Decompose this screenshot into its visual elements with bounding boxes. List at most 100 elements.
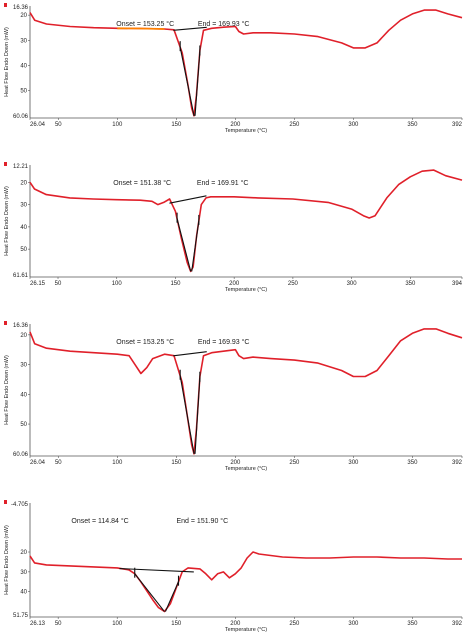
baseline-tangent xyxy=(173,26,207,31)
dsc-panel-2: 12.21 61.61 20 30 40 50 26.15 50 100 150 200 250 300… xyxy=(4,162,463,293)
x-axis-title: Temperature (°C) xyxy=(225,466,267,472)
trailing-edge-tangent xyxy=(164,581,180,612)
y-tick-label: 40 xyxy=(20,590,27,596)
trailing-edge-tangent xyxy=(194,51,201,116)
x-tick-label: 250 xyxy=(288,281,299,287)
heat-flow-curve xyxy=(29,328,463,455)
x-tick-label: 26.15 xyxy=(30,281,46,287)
y-tick-label: 30 xyxy=(20,203,27,209)
y-tick-label: 50 xyxy=(20,89,27,95)
corner-marker xyxy=(4,321,7,325)
x-tick-label: 250 xyxy=(289,460,300,466)
x-tick-label: 150 xyxy=(170,281,181,287)
end-label: End = 151.90 °C xyxy=(177,517,229,525)
x-tick-label: 250 xyxy=(289,621,300,627)
y-tick-label: 20 xyxy=(20,13,27,19)
x-tick-label: 100 xyxy=(112,281,123,287)
x-tick-label: 250 xyxy=(289,122,300,128)
x-tick-label: 50 xyxy=(55,122,62,128)
x-tick-label: 100 xyxy=(112,122,123,128)
y-bottom-label: 51.75 xyxy=(13,613,29,619)
end-label: End = 169.93 °C xyxy=(198,20,250,28)
y-bottom-label: 60.06 xyxy=(13,114,29,120)
y-tick-label: 20 xyxy=(20,180,27,186)
leading-edge-tangent xyxy=(179,47,195,116)
end-label: End = 169.91 °C xyxy=(197,179,249,187)
y-axis-title: Heat Flow Endo Down (mW) xyxy=(4,525,10,595)
y-tick-label: 20 xyxy=(20,550,27,556)
x-axis-title: Temperature (°C) xyxy=(225,287,267,293)
x-axis-title: Temperature (°C) xyxy=(225,627,267,633)
y-axis-title: Heat Flow Endo Down (mW) xyxy=(4,355,10,425)
baseline-highlight xyxy=(117,27,165,30)
x-tick-label: 392 xyxy=(452,621,463,627)
leading-edge-tangent xyxy=(134,573,165,612)
x-tick-label: 200 xyxy=(229,281,240,287)
y-bottom-label: 61.61 xyxy=(13,273,29,279)
x-tick-label: 392 xyxy=(452,122,463,128)
y-tick-label: 30 xyxy=(20,38,27,44)
onset-label: Onset = 153.25 °C xyxy=(116,338,174,346)
x-tick-label: 150 xyxy=(171,621,182,627)
dsc-panel-3: 16.36 60.06 20 30 40 50 26.04 50 100 150 200 250 300… xyxy=(4,321,463,472)
leading-edge-tangent xyxy=(179,375,195,454)
x-axis-title: Temperature (°C) xyxy=(225,128,267,134)
x-tick-label: 392 xyxy=(452,460,463,466)
x-tick-label: 26.04 xyxy=(30,122,46,128)
x-tick-label: 300 xyxy=(348,621,359,627)
trailing-edge-tangent xyxy=(194,377,201,454)
trailing-edge-tangent xyxy=(191,220,200,272)
x-tick-label: 200 xyxy=(230,122,241,128)
dsc-panel-1: 16.36 60.06 20 30 40 50 26.04 50 100 150 200 250 300… xyxy=(4,3,463,134)
end-label: End = 169.93 °C xyxy=(198,338,250,346)
x-tick-label: 200 xyxy=(230,460,241,466)
y-tick-label: 50 xyxy=(20,422,27,428)
y-top-label: 16.36 xyxy=(13,323,29,329)
x-tick-label: 50 xyxy=(55,621,62,627)
heat-flow-curve xyxy=(29,169,463,273)
x-tick-label: 150 xyxy=(171,122,182,128)
y-top-label: 12.21 xyxy=(13,164,29,170)
dsc-panel-4: -4.705 51.75 20 30 40 26.13 50 100 150 200 250 300 3… xyxy=(4,500,463,633)
heat-flow-curve xyxy=(29,551,462,613)
y-top-label: -4.705 xyxy=(11,502,29,508)
onset-label: Onset = 153.25 °C xyxy=(116,20,174,28)
x-tick-label: 350 xyxy=(405,281,416,287)
x-tick-label: 350 xyxy=(407,460,418,466)
x-tick-label: 100 xyxy=(112,621,123,627)
y-tick-label: 30 xyxy=(20,570,27,576)
y-axis-title: Heat Flow Endo Down (mW) xyxy=(4,186,10,256)
corner-marker xyxy=(4,500,7,504)
y-tick-label: 40 xyxy=(20,64,27,70)
x-tick-label: 100 xyxy=(112,460,123,466)
x-tick-label: 50 xyxy=(55,281,62,287)
y-tick-label: 20 xyxy=(20,333,27,339)
x-tick-label: 300 xyxy=(348,122,359,128)
y-tick-label: 40 xyxy=(20,392,27,398)
baseline-tangent xyxy=(173,351,207,357)
x-tick-label: 300 xyxy=(348,460,359,466)
x-tick-label: 26.04 xyxy=(30,460,46,466)
x-tick-label: 50 xyxy=(55,460,62,466)
x-tick-label: 350 xyxy=(407,122,418,128)
baseline-tangent xyxy=(119,567,194,573)
baseline-tangent xyxy=(169,195,207,204)
x-tick-label: 394 xyxy=(452,281,463,287)
y-top-label: 16.36 xyxy=(13,5,29,11)
x-tick-label: 200 xyxy=(230,621,241,627)
onset-label: Onset = 151.38 °C xyxy=(113,179,171,187)
y-tick-label: 50 xyxy=(20,247,27,253)
y-bottom-label: 60.06 xyxy=(13,452,29,458)
x-tick-label: 350 xyxy=(407,621,418,627)
x-tick-label: 150 xyxy=(171,460,182,466)
onset-label: Onset = 114.84 °C xyxy=(71,517,128,525)
x-tick-label: 300 xyxy=(347,281,358,287)
y-axis-title: Heat Flow Endo Down (mW) xyxy=(4,27,10,97)
y-tick-label: 30 xyxy=(20,363,27,369)
y-tick-label: 40 xyxy=(20,225,27,231)
x-tick-label: 26.13 xyxy=(30,621,46,627)
corner-marker xyxy=(4,3,7,7)
leading-edge-tangent xyxy=(176,218,192,272)
corner-marker xyxy=(4,162,7,166)
